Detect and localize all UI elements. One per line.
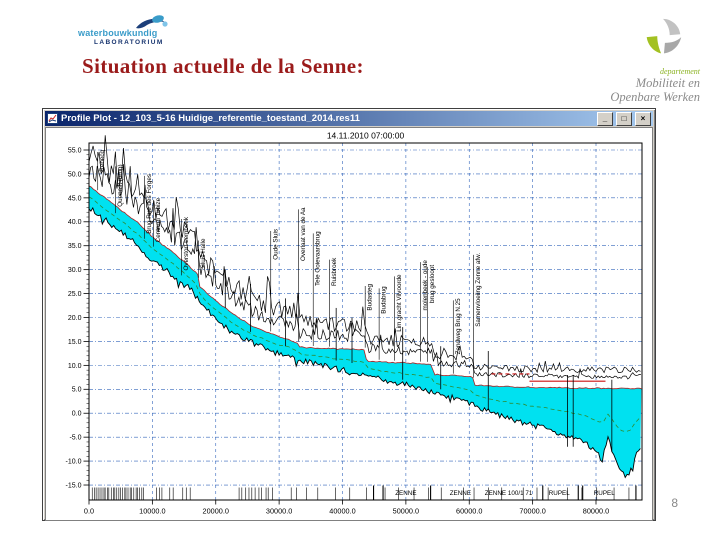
svg-text:20.0: 20.0 [68,315,82,322]
svg-text:RUPEL: RUPEL [594,490,615,497]
maximize-button[interactable]: □ [616,111,632,126]
svg-text:20000.0: 20000.0 [203,507,229,516]
svg-text:Overlaat van de Aa: Overlaat van de Aa [300,207,307,261]
svg-text:10000.0: 10000.0 [139,507,165,516]
svg-text:Rebecq: Rebecq [99,150,106,172]
svg-text:ZENNE 100/1 71: ZENNE 100/1 71 [485,490,533,497]
svg-text:Ruisbroek: Ruisbroek [331,257,338,286]
logo-right-line1: departement [660,67,700,76]
svg-text:50000.0: 50000.0 [393,507,419,516]
logo-left-line1: waterbouwkundig [78,28,158,38]
svg-text:0.0: 0.0 [84,507,94,516]
window-title: Profile Plot - 12_103_5-16 Huidige_refer… [61,113,360,124]
svg-text:30000.0: 30000.0 [266,507,292,516]
svg-text:molenbeek - oude: molenbeek - oude [422,260,429,311]
svg-text:80000.0: 80000.0 [583,507,609,516]
profile-plot-canvas[interactable]: Rebecq Quenast (brug) Brug Rue des Forges C… [46,128,653,520]
logo-right-line3: Openbare Werken [610,90,700,104]
svg-text:-10.0: -10.0 [66,458,82,465]
svg-text:Budabrug: Budabrug [381,286,388,314]
window-titlebar[interactable]: Profile Plot - 12_103_5-16 Huidige_refer… [45,111,653,126]
svg-text:Quenast (brug): Quenast (brug) [117,164,124,206]
svg-text:60000.0: 60000.0 [456,507,482,516]
svg-text:70000.0: 70000.0 [519,507,545,516]
svg-text:10.0: 10.0 [68,363,82,370]
svg-text:brug gesloopt: brug gesloopt [429,265,436,303]
svg-text:30.0: 30.0 [68,267,82,274]
svg-text:25.0: 25.0 [68,291,82,298]
svg-text:50.0: 50.0 [68,171,82,178]
svg-text:RUPEL: RUPEL [549,490,570,497]
svg-text:Budasteg: Budasteg [367,284,374,311]
waterbouwkundig-logo: waterbouwkundig LABORATORIUM [78,15,198,47]
svg-text:55.0: 55.0 [68,147,82,154]
svg-text:ZENNE: ZENNE [450,490,471,497]
svg-text:14.11.2010 07:00:00: 14.11.2010 07:00:00 [327,131,405,141]
svg-text:Brug Rue des Forges: Brug Rue des Forges [146,174,153,234]
logo-left-line2: LABORATORIUM [94,39,164,46]
chart-area: Rebecq Quenast (brug) Brug Rue des Forges C… [45,127,653,521]
svg-text:Zandweg Brug N.25: Zandweg Brug N.25 [455,298,462,355]
svg-text:-5.0: -5.0 [69,435,81,442]
svg-text:-15.0: -15.0 [66,482,82,489]
svg-text:Samenvloeiing Zenne afw.: Samenvloeiing Zenne afw. [475,253,482,327]
svg-text:5.0: 5.0 [72,387,82,394]
svg-text:Centrum Tubize: Centrum Tubize [155,197,162,242]
window-icon [47,113,58,124]
logo-right-line2: Mobiliteit en [635,76,700,90]
svg-text:0.0: 0.0 [72,411,82,418]
page-title: Situation actuelle de la Senne: [82,54,364,78]
waterbouwkundig-logo-icon [136,15,168,29]
close-button[interactable]: × [635,111,651,126]
svg-text:Tele Ooievaarsbrug: Tele Ooievaarsbrug [315,231,322,286]
svg-text:ZENNE: ZENNE [395,490,416,497]
svg-text:45.0: 45.0 [68,195,82,202]
pinwheel-icon [646,18,682,54]
profile-plot-window: Profile Plot - 12_103_5-16 Huidige_refer… [42,108,656,521]
svg-text:40.0: 40.0 [68,219,82,226]
svg-text:Overstort Lembeek: Overstort Lembeek [183,216,190,270]
svg-text:Sluis Halle: Sluis Halle [200,238,207,268]
minimize-button[interactable]: _ [597,111,613,126]
page-number: 8 [671,496,678,510]
svg-text:40000.0: 40000.0 [329,507,355,516]
svg-text:35.0: 35.0 [68,243,82,250]
svg-text:Lim.gracht Vilvoorde: Lim.gracht Vilvoorde [396,274,403,332]
mow-logo: departement Mobiliteit en Openbare Werke… [550,16,700,104]
svg-text:15.0: 15.0 [68,339,82,346]
svg-text:Oude Sluis: Oude Sluis [272,229,279,260]
